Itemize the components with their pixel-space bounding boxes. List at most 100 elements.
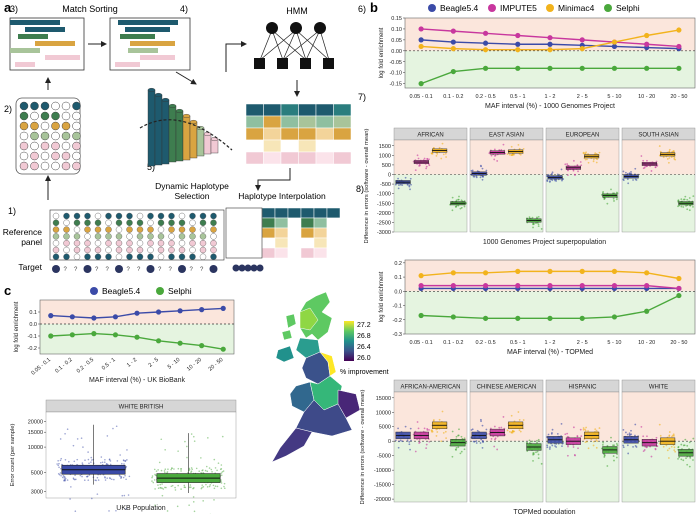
- y-tick-label: 0.15: [391, 16, 402, 22]
- interp-cell: [274, 247, 289, 259]
- bead: [19, 141, 29, 151]
- jitter-point: [193, 440, 196, 442]
- bead: [19, 131, 29, 141]
- jitter-point: [595, 429, 598, 432]
- jitter-point: [692, 437, 695, 440]
- jitter-point: [692, 459, 694, 461]
- series-point-IMPUTE5: [515, 283, 521, 289]
- step-3-label: 3): [10, 4, 18, 14]
- ref-bead: [199, 239, 207, 247]
- jitter-point: [658, 423, 661, 426]
- jitter-point: [159, 483, 162, 486]
- jitter-point: [540, 462, 543, 465]
- jitter-point: [423, 427, 426, 430]
- jitter-point: [441, 142, 444, 145]
- grid-cell: [263, 127, 282, 141]
- ref-bead: [63, 253, 70, 260]
- ref-bead: [189, 253, 196, 260]
- haplotype-cylinder-top: [182, 113, 191, 118]
- jitter-point: [404, 425, 407, 428]
- legend-c-swatch-beagle: [90, 287, 98, 295]
- jitter-point: [510, 414, 513, 417]
- jitter-point: [113, 478, 115, 481]
- jitter-point: [72, 477, 75, 480]
- jitter-point: [536, 439, 538, 442]
- jitter-point: [594, 152, 597, 155]
- jitter-point: [550, 173, 553, 176]
- jitter-point: [125, 507, 128, 510]
- y-tick-label: -10000: [374, 468, 391, 474]
- chart-b-top: 0.15 0.10 0.05 0.00 -0.05 -0.10 -0.15 0.05 - 0.…: [379, 16, 696, 110]
- ref-bead: [105, 219, 112, 227]
- jitter-point: [500, 149, 503, 151]
- jitter-point: [438, 418, 441, 421]
- jitter-point: [401, 184, 404, 186]
- jitter-point: [646, 435, 648, 438]
- jitter-point: [612, 197, 615, 200]
- target-bead: [115, 265, 123, 273]
- dynamic-selection-label-2: Selection: [175, 191, 210, 201]
- jitter-point: [472, 440, 475, 443]
- jitter-point: [475, 442, 478, 444]
- bead: [19, 121, 29, 131]
- jitter-point: [677, 199, 680, 202]
- jitter-point: [624, 431, 627, 434]
- x-tick-label: 5 - 10: [607, 94, 621, 100]
- interp-box: [225, 207, 263, 259]
- jitter-point: [154, 504, 156, 507]
- bead-grid: [19, 101, 81, 171]
- hmm-diagram: [254, 22, 334, 69]
- jitter-point: [457, 446, 460, 449]
- jitter-point: [549, 446, 551, 449]
- bead: [19, 111, 29, 121]
- jitter-point: [555, 443, 558, 445]
- series-point-IMPUTE5: [547, 35, 553, 41]
- jitter-point: [616, 453, 618, 455]
- series-point-Minimac4: [482, 270, 489, 276]
- series-point-Beagle5.4: [515, 41, 521, 47]
- ref-bead: [136, 219, 144, 227]
- jitter-point: [567, 169, 569, 172]
- ref-bead: [168, 246, 175, 254]
- match-sorting-box-after: [109, 17, 191, 71]
- y-axis-label: log fold enrichment: [14, 301, 20, 352]
- jitter-point: [522, 147, 525, 150]
- jitter-point: [577, 447, 579, 450]
- jitter-point: [401, 440, 404, 443]
- jitter-point: [409, 188, 411, 191]
- ref-bead: [115, 226, 123, 233]
- jitter-point: [688, 441, 691, 444]
- jitter-point: [190, 470, 193, 472]
- jitter-point: [622, 446, 625, 449]
- jitter-point: [566, 432, 569, 435]
- series-point-IMPUTE5: [644, 283, 650, 289]
- jitter-point: [68, 460, 70, 463]
- jitter-point: [88, 462, 90, 465]
- jitter-point: [222, 470, 225, 472]
- ref-bead: [210, 226, 217, 233]
- bead: [51, 121, 60, 131]
- jitter-point: [460, 199, 463, 202]
- plot-frame: [45, 411, 237, 499]
- ref-bead: [84, 253, 91, 260]
- jitter-point: [59, 459, 62, 462]
- jitter-point: [654, 447, 657, 450]
- haplotype-cylinder-top: [203, 131, 212, 136]
- jitter-point: [480, 438, 483, 441]
- grid-cell: [315, 103, 334, 117]
- ref-bead: [136, 226, 144, 233]
- jitter-point: [157, 469, 159, 471]
- jitter-point: [668, 447, 671, 450]
- series-point-Selphi: [547, 65, 553, 71]
- jitter-point: [596, 158, 599, 161]
- facet-frame: [545, 391, 620, 503]
- ref-bead: [105, 212, 112, 220]
- jitter-point: [632, 445, 634, 448]
- interp-cell: [326, 237, 341, 249]
- jitter-point: [472, 175, 475, 178]
- legend-b-selphi: Selphi: [616, 3, 640, 13]
- interp-target-bead: [250, 264, 258, 272]
- jitter-point: [592, 444, 595, 447]
- jitter-point: [622, 444, 625, 447]
- x-tick-label: 0.1 - 0.2: [443, 340, 463, 346]
